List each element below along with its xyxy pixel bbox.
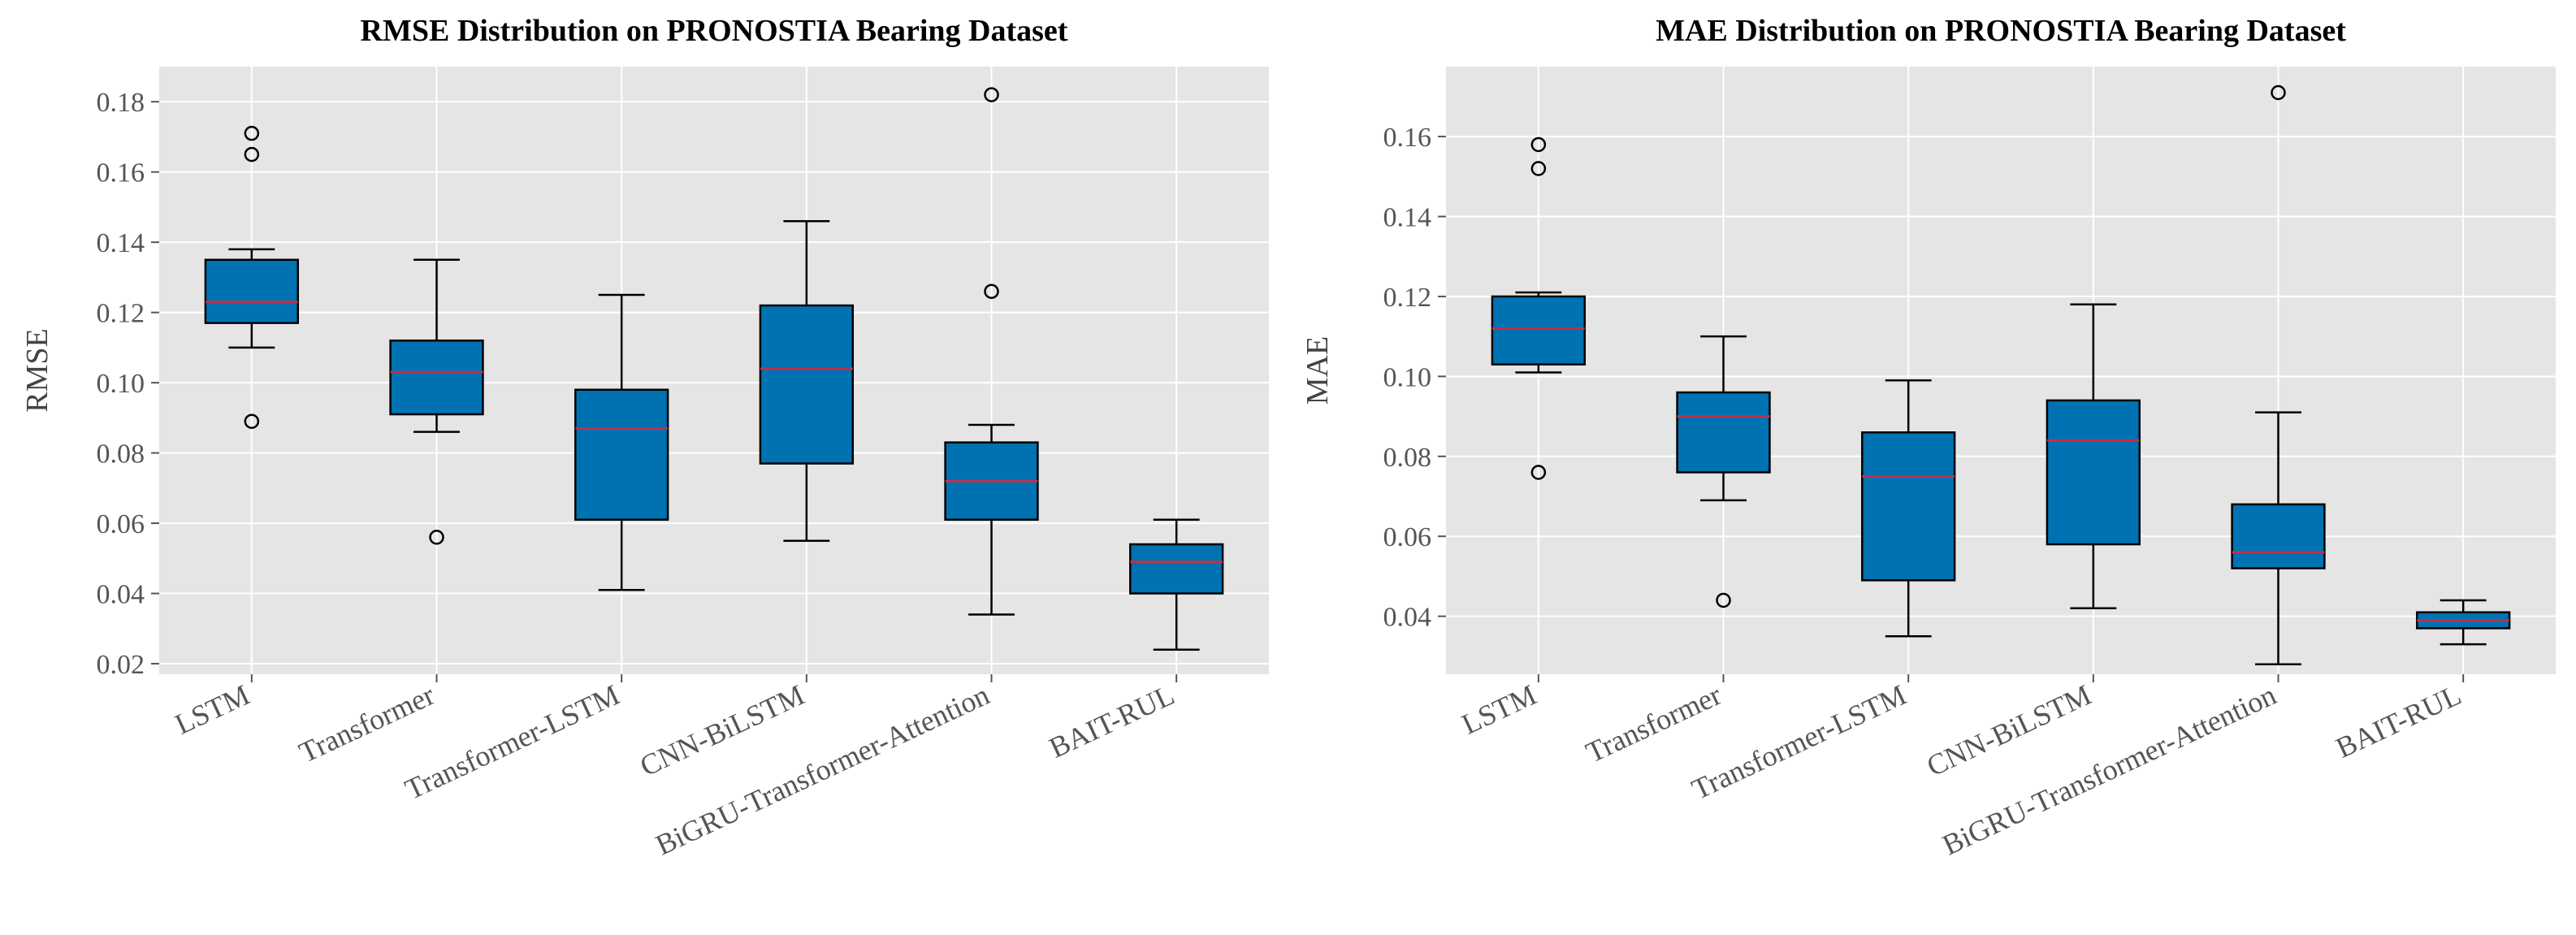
iqr-box (574, 388, 669, 522)
y-tick-label: 0.04 (97, 580, 145, 610)
x-category-label: CNN-BiLSTM (635, 678, 810, 782)
x-category-label: CNN-BiLSTM (1922, 678, 2097, 782)
iqr-box (1491, 295, 1586, 366)
outlier-point (1530, 136, 1547, 153)
x-category-label: Transformer (294, 678, 439, 769)
box-transformer-lstm (1861, 379, 1956, 638)
outlier-point (984, 87, 999, 102)
y-axis-label: MAE (1301, 336, 1335, 405)
plot-area (159, 67, 1269, 674)
y-tick-label: 0.02 (97, 650, 145, 680)
box-transformer-lstm (574, 293, 669, 591)
x-category-label: BiGRU-Transformer-Attention (1937, 678, 2281, 862)
chart-title: RMSE Distribution on PRONOSTIA Bearing D… (361, 14, 1068, 48)
y-tick-label: 0.14 (97, 228, 145, 258)
iqr-box (2046, 399, 2141, 546)
outlier-point (244, 146, 260, 162)
rmse-chart: 0.02 0.04 0.06 0.08 0.10 0.12 0.14 0.16 0.18 LSTM… (20, 14, 1269, 862)
chart-title: MAE Distribution on PRONOSTIA Bearing Da… (1656, 14, 2346, 48)
y-tick-label: 0.18 (97, 88, 145, 118)
y-tick-label: 0.12 (1383, 283, 1432, 313)
iqr-box (389, 339, 484, 416)
box-cnn-bilstm (2046, 303, 2141, 610)
iqr-box (1676, 391, 1771, 474)
y-axis-label: RMSE (20, 328, 54, 412)
box-bait-rul (1129, 518, 1224, 651)
y-tick-label: 0.12 (97, 299, 145, 329)
box-lstm (204, 125, 300, 429)
box-cnn-bilstm (759, 219, 855, 542)
y-tick-label: 0.16 (1383, 123, 1432, 153)
y-tick-label: 0.06 (1383, 522, 1432, 552)
y-tick-label: 0.08 (97, 439, 145, 470)
iqr-box (204, 258, 300, 324)
x-category-label: LSTM (170, 678, 254, 741)
box-lstm (1491, 136, 1586, 480)
mae-chart: 0.04 0.06 0.08 0.10 0.12 0.14 0.16 LSTM Transfor… (1301, 14, 2556, 862)
outlier-point (244, 125, 260, 141)
box-bait-rul (2416, 599, 2511, 646)
y-tick-label: 0.06 (97, 509, 145, 539)
outlier-point (429, 530, 444, 545)
iqr-box (2231, 503, 2326, 569)
outlier-point (2271, 84, 2286, 101)
y-tick-label: 0.10 (1383, 362, 1432, 392)
x-category-label: LSTM (1457, 678, 1541, 741)
y-tick-label: 0.16 (97, 158, 145, 188)
box-bigru-transformer-attention (2231, 84, 2326, 665)
outlier-point (1716, 592, 1731, 608)
outlier-point (1530, 465, 1547, 480)
iqr-box (1861, 431, 1956, 582)
iqr-box (1129, 543, 1224, 595)
box-transformer (389, 258, 484, 545)
outlier-point (244, 413, 260, 429)
y-tick-label: 0.04 (1383, 603, 1432, 633)
box-transformer (1676, 335, 1771, 608)
y-tick-label: 0.14 (1383, 203, 1432, 233)
x-category-label: Transformer (1581, 678, 1726, 769)
x-category-label: BAIT-RUL (1044, 678, 1179, 764)
y-tick-label: 0.08 (1383, 443, 1432, 473)
box-bigru-transformer-attention (944, 87, 1039, 616)
outlier-point (984, 284, 999, 299)
iqr-box (759, 304, 855, 465)
outlier-point (1530, 161, 1547, 176)
plot-area (1446, 67, 2556, 674)
y-tick-label: 0.10 (97, 369, 145, 399)
x-category-label: BiGRU-Transformer-Attention (651, 678, 994, 862)
x-category-label: BAIT-RUL (2331, 678, 2466, 764)
